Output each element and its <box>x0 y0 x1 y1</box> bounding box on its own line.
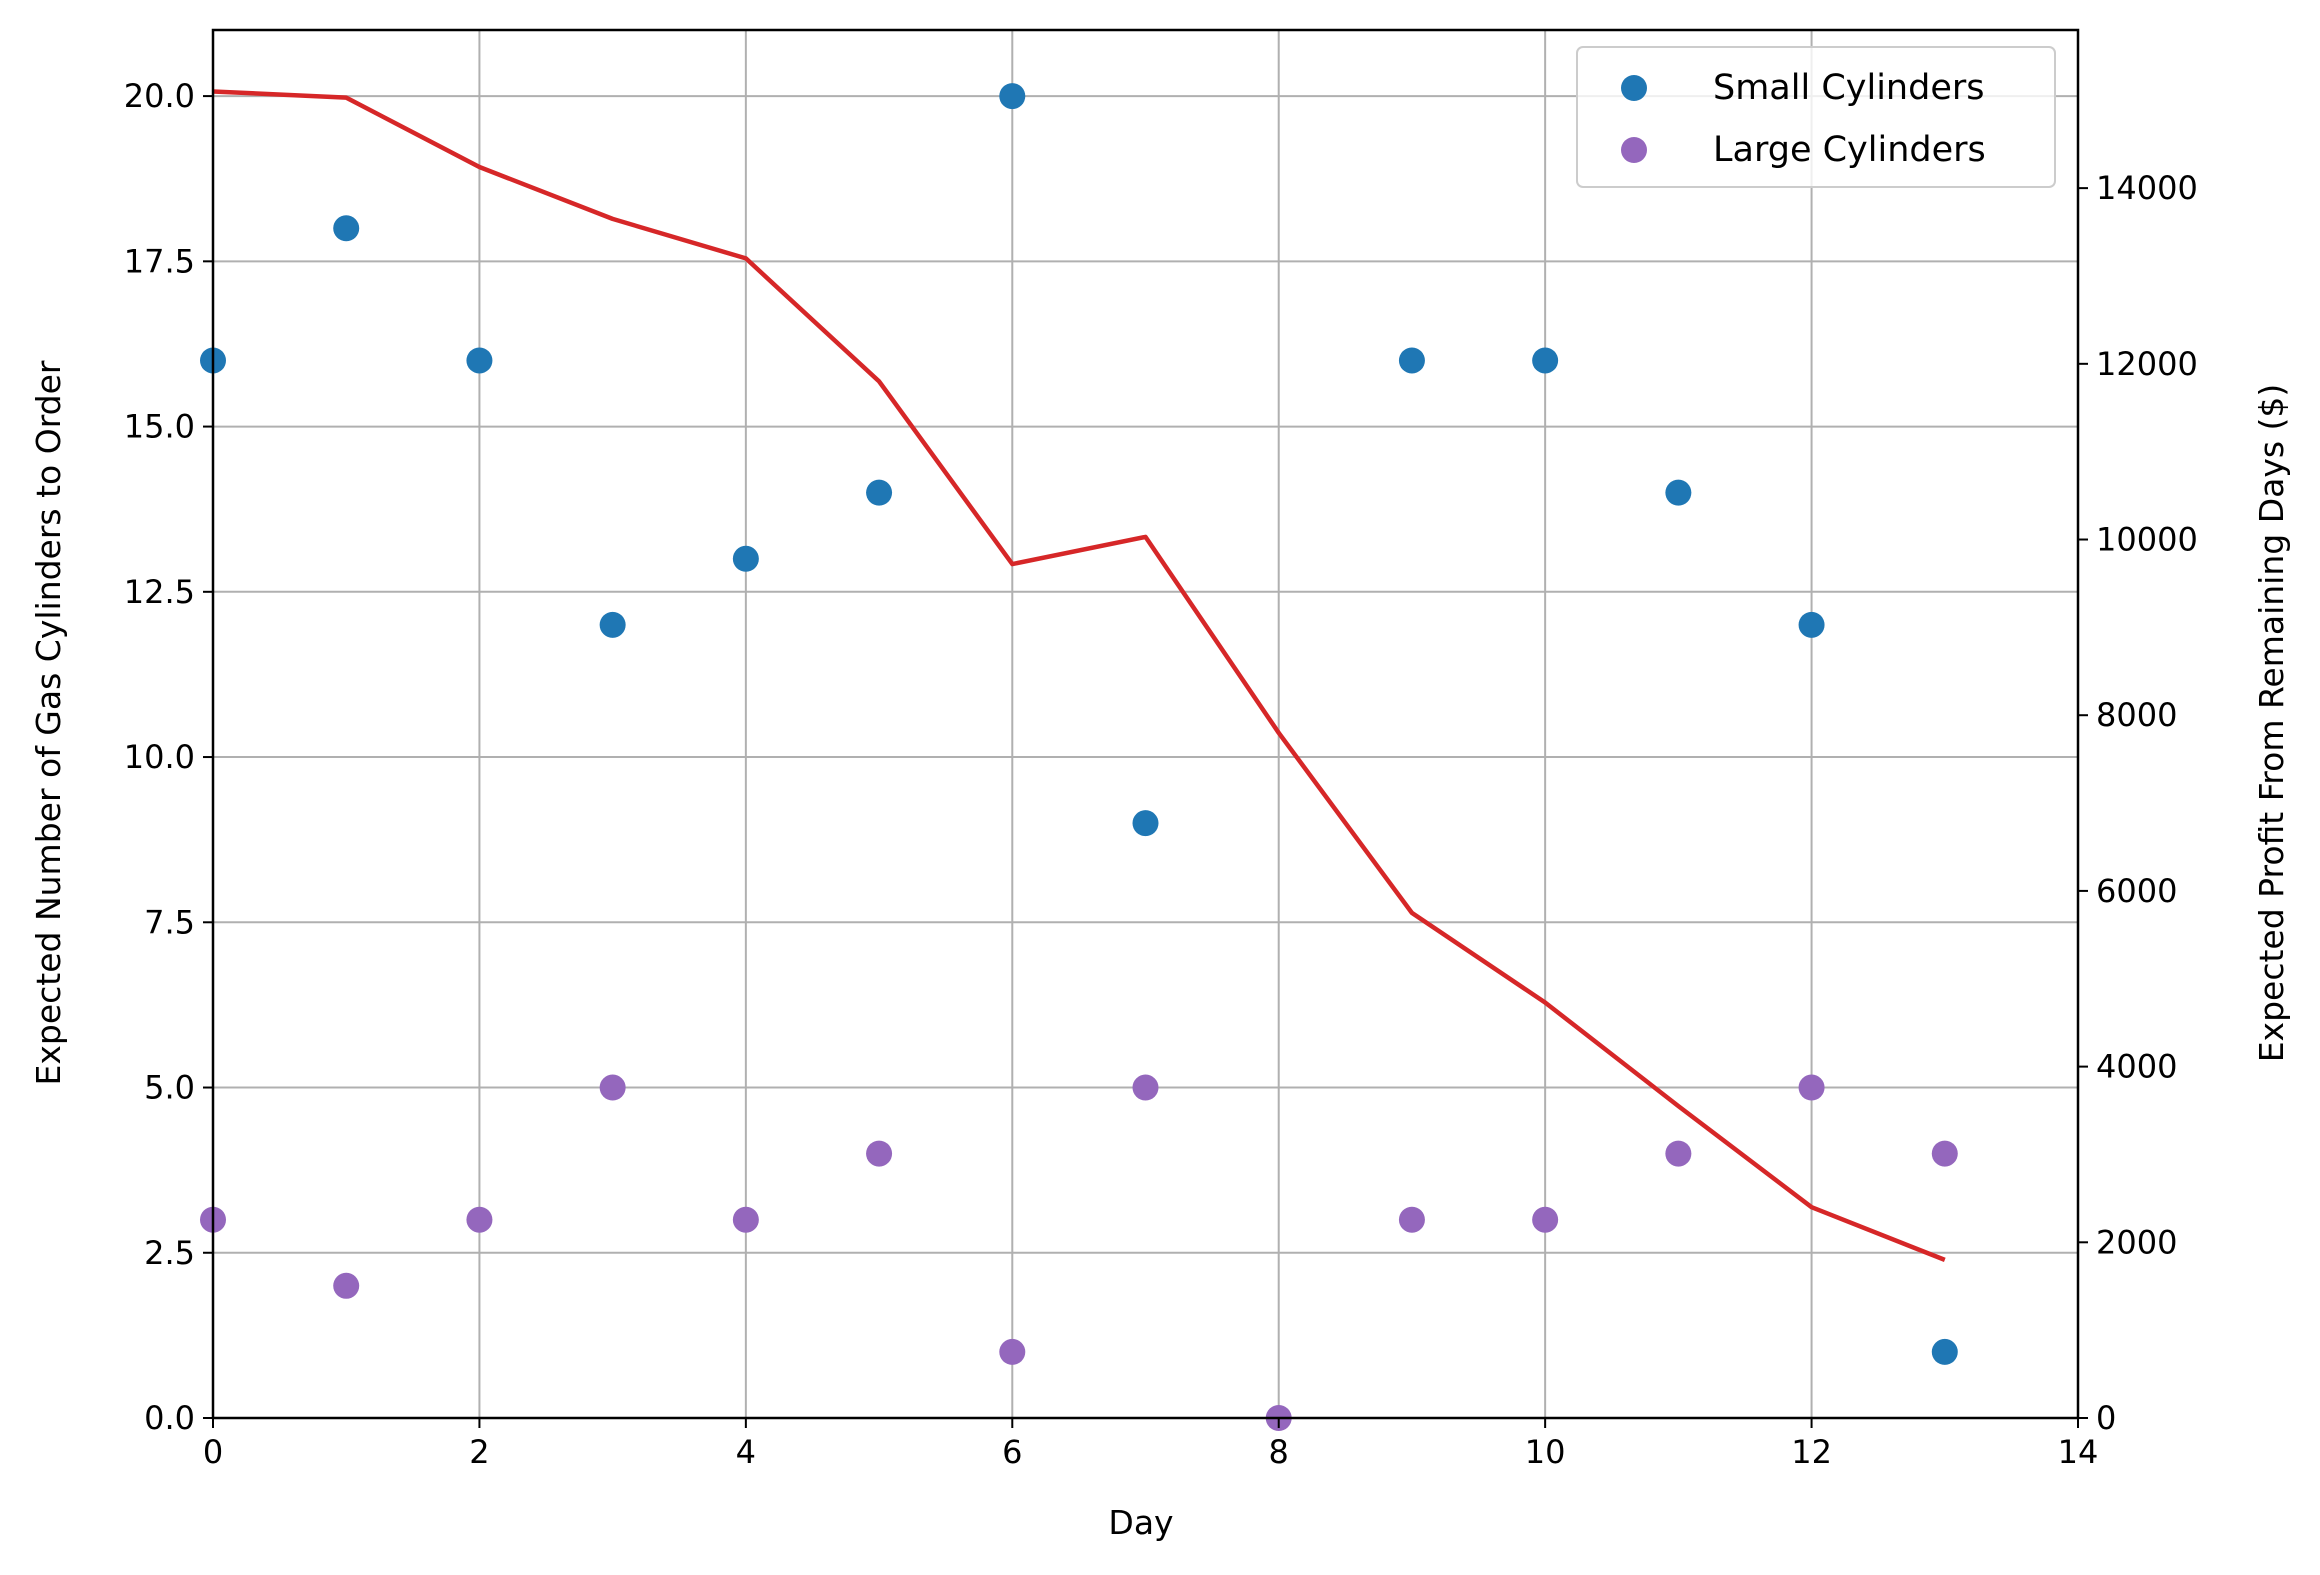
y-tick-label: 5.0 <box>144 1069 195 1107</box>
x-axis-label: Day <box>1108 1503 1173 1542</box>
y2-tick-label: 14000 <box>2096 169 2198 207</box>
y-tick-label: 15.0 <box>124 408 195 446</box>
point-large-cylinders <box>1798 1074 1825 1101</box>
point-large-cylinders <box>1132 1074 1159 1101</box>
y2-tick-label: 6000 <box>2096 872 2177 910</box>
y2-tick-label: 0 <box>2096 1399 2116 1437</box>
y2-tick-label: 2000 <box>2096 1223 2177 1261</box>
y-tick-label: 10.0 <box>124 738 195 776</box>
y2-tick-label: 12000 <box>2096 345 2198 383</box>
legend: Small Cylinders Large Cylinders <box>1576 46 2056 188</box>
point-small-cylinders <box>333 215 360 242</box>
point-small-cylinders <box>866 479 893 506</box>
point-small-cylinders <box>466 347 493 374</box>
y-tick-label: 20.0 <box>124 77 195 115</box>
y-axis-label: Expected Number of Gas Cylinders to Orde… <box>29 360 68 1085</box>
x-tick-label: 8 <box>1269 1433 1289 1471</box>
point-large-cylinders <box>866 1140 893 1167</box>
axes-frame <box>211 28 2080 1420</box>
x-tick-label: 2 <box>469 1433 489 1471</box>
x-tick-label: 14 <box>2058 1433 2099 1471</box>
point-large-cylinders <box>1398 1206 1425 1233</box>
y-tick-label: 12.5 <box>124 573 195 611</box>
x-tick-label: 4 <box>736 1433 756 1471</box>
point-large-cylinders <box>1665 1140 1692 1167</box>
point-small-cylinders <box>1132 810 1159 837</box>
point-large-cylinders <box>732 1206 759 1233</box>
y-tick-label: 2.5 <box>144 1234 195 1272</box>
legend-marker-large-cylinders <box>1621 137 1647 163</box>
point-large-cylinders <box>999 1338 1026 1365</box>
x-tick-label: 0 <box>203 1433 223 1471</box>
legend-label-large-cylinders: Large Cylinders <box>1713 130 1986 170</box>
point-small-cylinders <box>599 611 626 638</box>
y2-tick-label: 4000 <box>2096 1048 2177 1086</box>
point-small-cylinders <box>1532 347 1559 374</box>
point-small-cylinders <box>1665 479 1692 506</box>
point-large-cylinders <box>599 1074 626 1101</box>
point-large-cylinders <box>1532 1206 1559 1233</box>
series-line-expected-profit <box>212 89 1946 1262</box>
y-tick-label: 0.0 <box>144 1399 195 1437</box>
x-tick-label: 12 <box>1791 1433 1832 1471</box>
axes: 0 2 4 6 8 10 12 14 0.0 2.5 5.0 7.5 10.0 12.5 15.0 17.5 2… <box>124 28 2198 1471</box>
y2-tick-label: 10000 <box>2096 521 2198 559</box>
point-small-cylinders <box>732 545 759 572</box>
point-large-cylinders <box>333 1272 360 1299</box>
x-tick-label: 6 <box>1002 1433 1022 1471</box>
point-large-cylinders <box>1931 1140 1958 1167</box>
point-small-cylinders <box>1798 611 1825 638</box>
point-small-cylinders <box>999 83 1026 110</box>
x-tick-label: 10 <box>1525 1433 1566 1471</box>
point-large-cylinders <box>466 1206 493 1233</box>
y-tick-label: 7.5 <box>144 903 195 941</box>
plot-area <box>200 83 1958 1431</box>
legend-label-small-cylinders: Small Cylinders <box>1713 68 1985 108</box>
legend-marker-small-cylinders <box>1621 75 1647 101</box>
y2-tick-label: 8000 <box>2096 696 2177 734</box>
y-tick-label: 17.5 <box>124 242 195 280</box>
point-small-cylinders <box>1931 1338 1958 1365</box>
point-small-cylinders <box>1398 347 1425 374</box>
y2-axis-label: Expected Profit From Remaining Days ($) <box>2252 384 2291 1063</box>
legend-box <box>1576 46 2056 188</box>
